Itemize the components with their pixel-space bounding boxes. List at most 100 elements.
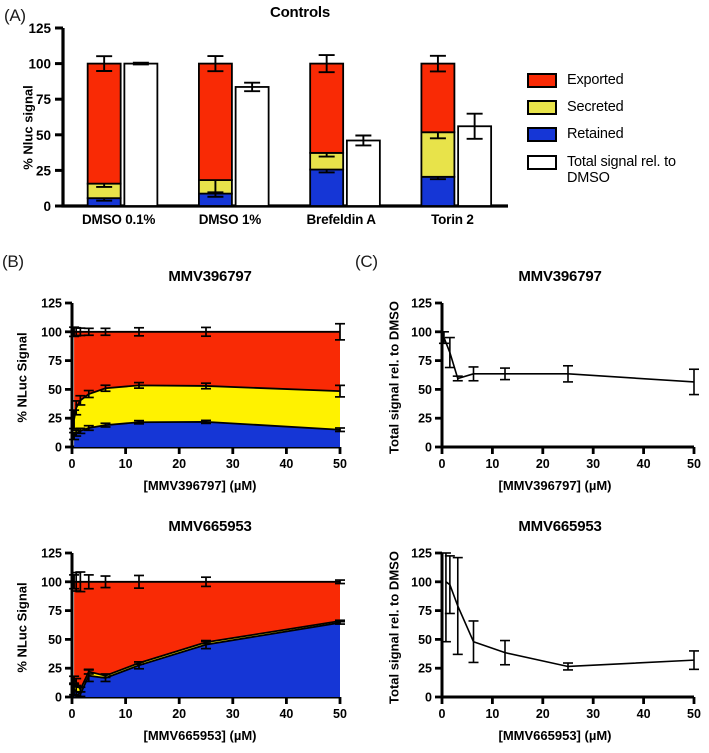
panel-b-top-area-retained — [74, 421, 340, 447]
panel-b-bottom-error-secreted — [69, 675, 80, 685]
legend-item-exported: Exported — [527, 72, 709, 88]
panel-b-bottom-x-tick-label: 50 — [333, 707, 347, 721]
panel-c-bottom-error-bar — [452, 556, 463, 656]
panel-b-bottom-area-retained — [74, 622, 340, 697]
panel-a-title: Controls — [269, 4, 331, 21]
panel-c-bottom-y-tick-label: 100 — [411, 575, 432, 589]
legend-item-secreted: Secreted — [527, 99, 709, 116]
panel-c-bottom-x-tick-label: 20 — [536, 707, 550, 721]
panel-c-top-error-bar — [563, 364, 573, 383]
panel-a-total-bar — [345, 139, 381, 207]
panel-b-top-error-retained — [201, 419, 211, 425]
panel-b-top-y-tick-label: 50 — [48, 383, 62, 397]
panel-b-top-error-secreted — [335, 384, 345, 398]
panel-b-top-error-total — [100, 327, 111, 337]
panel-b-top-y-tick-label: 125 — [41, 297, 62, 311]
panel-b-bottom-y-tick-label: 75 — [48, 604, 62, 618]
panel-c-bottom-error-bar — [689, 650, 699, 671]
panel-b-top-areas — [74, 331, 340, 447]
panel-b-top-x-tick-label: 30 — [226, 457, 240, 471]
panel-c-top-y-tick-label: 100 — [411, 325, 432, 339]
panel-b-bottom-error-total — [83, 574, 94, 590]
panel-c-top-chart: 0 25 50 75 100 125 0 10 20 30 40 50 — [411, 297, 701, 472]
panel-c-bottom-y-tick-label: 50 — [418, 633, 432, 647]
panel-a-y-tick-label: 75 — [36, 92, 52, 107]
panel-c-bottom-x-tick-label: 40 — [637, 707, 651, 721]
panel-c-bottom-error-bar — [440, 552, 451, 643]
panel-c-bottom-y-tick-label: 25 — [418, 662, 432, 676]
panel-c-bottom-data-line — [445, 581, 695, 668]
panel-b-bottom-y-tick-label: 125 — [41, 547, 62, 561]
panel-a-y-tick-label: 25 — [36, 163, 52, 178]
legend-label-exported: Exported — [567, 72, 624, 88]
panel-b-bottom-x-tick-label: 0 — [69, 707, 76, 721]
panel-a-error-bar — [318, 54, 335, 74]
legend-label-retained: Retained — [567, 126, 624, 143]
panel-b-bottom-y-tick-label: 100 — [41, 575, 62, 589]
panel-c-bottom-x-tick-label: 0 — [439, 707, 446, 721]
panel-a-bar-segment — [420, 62, 456, 134]
panel-c-top-error-bar — [444, 336, 455, 369]
panel-b-top-error-secreted — [83, 389, 94, 399]
legend-swatch-exported — [527, 73, 557, 88]
panel-b-bottom-error-secreted — [71, 677, 82, 687]
panel-c-top-title: MMV396797 — [518, 268, 602, 285]
panel-b-top-error-retained — [100, 422, 111, 428]
panel-a-category-label: DMSO 0.1% — [82, 212, 156, 227]
panel-c-bottom-title: MMV665953 — [518, 518, 602, 535]
panel-b-bottom-error-retained — [100, 673, 111, 683]
panel-c-top-y-tick-label: 25 — [418, 412, 432, 426]
panel-b-top-x-tick-label: 20 — [172, 457, 186, 471]
panel-a-total-bar — [123, 62, 159, 207]
panel-a-y-tick-label: 50 — [36, 128, 51, 143]
legend-swatch-retained — [527, 127, 557, 143]
panel-c-bottom-y-tick-label: 75 — [418, 604, 432, 618]
panel-b-bottom-x-tick-label: 20 — [172, 707, 186, 721]
panel-c-bottom-error-bar — [444, 555, 455, 615]
legend-label-total: Total signal rel. to DMSO — [567, 153, 676, 186]
panel-b-top-y-tick-label: 75 — [48, 354, 62, 368]
panel-b-bottom-x-tick-label: 40 — [279, 707, 293, 721]
panel-b-bottom-x-axis-title: [MMV665953] (µM) — [143, 728, 257, 743]
panel-a-bar-segment — [198, 62, 233, 181]
panel-a-category-label: Torin 2 — [431, 212, 474, 227]
panel-c-top-x-tick-label: 40 — [637, 457, 651, 471]
panel-c-bottom-x-tick-label: 10 — [485, 707, 499, 721]
panel-b-bottom-error-retained — [335, 620, 345, 625]
panel-c-top-error-bar — [689, 368, 699, 396]
panel-a-error-bar — [429, 54, 446, 73]
panel-a-chart: 0 25 50 75 100 125 — [28, 21, 508, 214]
panel-a-y-tick-label: 125 — [28, 21, 51, 36]
panel-b-bottom-error-total — [75, 571, 86, 593]
panel-c-top-y-tick-label: 50 — [418, 383, 432, 397]
panel-b-top-error-secreted — [134, 381, 144, 389]
panel-b-top-y-tick-label: 100 — [41, 325, 62, 339]
panel-c-top-error-bar — [452, 375, 463, 382]
panel-a-total-error-bar — [466, 112, 483, 140]
panel-c-bottom-x-tick-label: 50 — [687, 707, 701, 721]
panel-a-y-tick-label: 100 — [28, 57, 51, 72]
panel-a-total-error-bar — [244, 81, 261, 93]
panel-b-top-x-axis-title: [MMV396797] (µM) — [143, 478, 257, 493]
panel-b-top-y-tick-label: 0 — [55, 441, 62, 455]
panel-b-bottom-error-retained — [134, 661, 144, 670]
panel-a-total-bar — [234, 86, 270, 207]
panel-b-bottom-error-total — [335, 579, 345, 585]
panel-c-bottom-error-bar — [468, 620, 479, 664]
legend-label-secreted: Secreted — [567, 99, 624, 116]
panel-a-bar-segment — [309, 62, 345, 154]
panel-b-bottom-x-tick-label: 30 — [226, 707, 240, 721]
legend-item-total: Total signal rel. to DMSO — [527, 154, 709, 186]
panel-b-bottom-title: MMV665953 — [168, 518, 252, 535]
panel-a-y-tick-label: 0 — [43, 199, 51, 214]
panel-b-top-error-retained — [134, 419, 144, 425]
panel-b-top-x-tick-label: 10 — [119, 457, 133, 471]
panel-b-top-y-tick-label: 25 — [48, 412, 62, 426]
panel-b-top-error-secreted — [100, 384, 111, 393]
panel-c-bottom-x-axis-title: [MMV665953] (µM) — [498, 728, 612, 743]
panel-label-b: (B) — [2, 252, 24, 271]
panel-a-total-error-bar — [355, 134, 372, 147]
panel-b-bottom-area-exported — [74, 581, 340, 690]
legend-swatch-total — [527, 154, 557, 170]
panel-b-bottom-error-total — [201, 576, 211, 588]
